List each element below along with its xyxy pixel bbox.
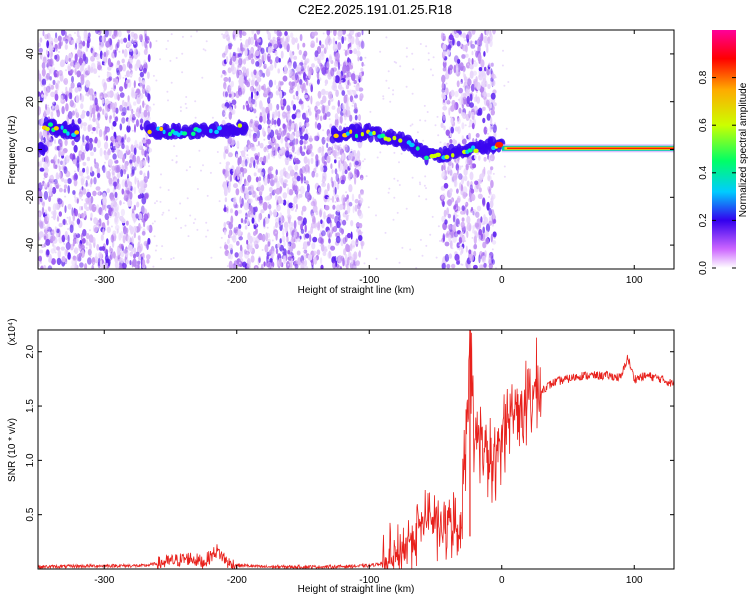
colorbar-tick-label: 0.8 [698,70,709,84]
top-x-tick-label: -100 [359,275,379,286]
colorbar-label: Normalized spectral amplitude [738,82,749,217]
snr-panel: -300 -200 -100 0 100 0.5 1.0 1.5 2.0 Height of s… [7,318,675,595]
bottom-ylabel: SNR (10 * v/v) [7,418,18,482]
top-y-tick-label: -20 [25,190,36,205]
colorbar: 0.0 0.2 0.4 0.6 0.8 Normalized spectral ampl… [698,30,749,275]
noise-band-2 [439,30,497,269]
top-y-tick-label: 20 [25,96,36,108]
colorbar-gradient [712,30,736,268]
bottom-y-tick-label: 1.0 [25,453,36,467]
bottom-x-tick-label: -300 [94,575,114,586]
bottom-y-tick-label: 0.5 [25,507,36,521]
colorbar-tick-label: 0.0 [698,261,709,275]
top-x-tick-label: 100 [626,275,643,286]
top-y-tick-label: 0 [25,146,36,152]
bottom-y-tick-label: 2.0 [25,344,36,358]
top-y-tick-label: -40 [25,237,36,252]
colorbar-tick-label: 0.4 [698,165,709,179]
chart-title: C2E2.2025.191.01.25.R18 [298,2,452,17]
noise-band-1 [221,30,365,269]
colorbar-tick-label: 0.6 [698,118,709,132]
snr-series-line [38,330,674,569]
bottom-xlabel: Height of straight line (km) [298,584,415,595]
top-ylabel: Frequency (Hz) [7,116,18,185]
top-x-tick-label: -200 [227,275,247,286]
bottom-x-tick-label: 100 [626,575,643,586]
top-x-tick-label: 0 [499,275,505,286]
spectral-ridge [38,116,674,166]
bottom-x-tick-label: -200 [227,575,247,586]
bottom-y-tick-label: 1.5 [25,399,36,413]
colorbar-tick-label: 0.2 [698,213,709,227]
top-xlabel: Height of straight line (km) [298,285,415,296]
top-x-tick-label: -300 [94,275,114,286]
bottom-x-tick-label: -100 [359,575,379,586]
bottom-y-multiplier: (x10⁴) [7,318,18,345]
top-y-tick-label: 40 [25,48,36,60]
bottom-x-tick-label: 0 [499,575,505,586]
